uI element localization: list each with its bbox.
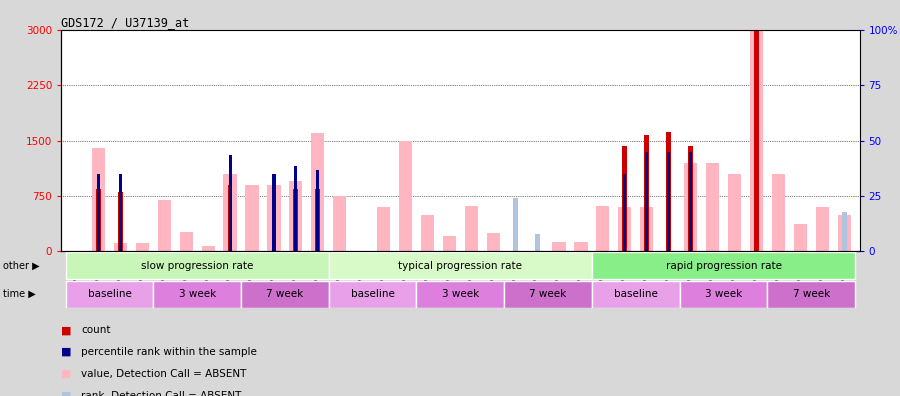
Bar (689, 152, 692, 251)
Text: typical progression rate: typical progression rate (399, 261, 522, 271)
Bar (623, 147, 627, 251)
Bar (158, 200, 171, 251)
Bar (750, 30, 763, 251)
Bar (316, 170, 320, 251)
Bar (838, 215, 850, 251)
Bar (417, 280, 504, 308)
Bar (118, 227, 122, 251)
Bar (377, 207, 391, 251)
Bar (504, 280, 592, 308)
Bar (273, 174, 275, 251)
Bar (728, 174, 741, 251)
Bar (289, 181, 302, 251)
Bar (223, 174, 237, 251)
Bar (842, 211, 847, 251)
Bar (487, 233, 500, 251)
Text: rapid progression rate: rapid progression rate (665, 261, 781, 271)
Bar (118, 192, 122, 251)
Bar (684, 163, 698, 251)
Text: slow progression rate: slow progression rate (141, 261, 254, 271)
Bar (624, 174, 626, 251)
Text: rank, Detection Call = ABSENT: rank, Detection Call = ABSENT (81, 390, 241, 396)
Bar (180, 232, 193, 251)
Bar (645, 152, 648, 251)
Bar (246, 185, 258, 251)
Bar (553, 242, 565, 251)
Bar (666, 132, 671, 251)
Bar (66, 252, 328, 280)
Text: 3 week: 3 week (178, 289, 216, 299)
Bar (153, 280, 241, 308)
Bar (293, 188, 298, 251)
Text: other ▶: other ▶ (3, 261, 40, 271)
Bar (97, 174, 100, 251)
Bar (666, 192, 671, 251)
Text: ■: ■ (61, 390, 72, 396)
Bar (311, 133, 324, 251)
Bar (315, 188, 320, 251)
Bar (228, 185, 232, 251)
Bar (229, 155, 231, 251)
Text: 3 week: 3 week (705, 289, 742, 299)
Text: time ▶: time ▶ (3, 289, 35, 299)
Bar (794, 224, 807, 251)
Bar (644, 135, 649, 251)
Bar (815, 207, 829, 251)
Bar (119, 174, 122, 251)
Bar (772, 174, 785, 251)
Text: value, Detection Call = ABSENT: value, Detection Call = ABSENT (81, 369, 247, 379)
Bar (96, 188, 101, 251)
Text: 7 week: 7 week (266, 289, 303, 299)
Bar (535, 234, 539, 251)
Bar (688, 146, 693, 251)
Bar (592, 280, 680, 308)
Bar (680, 280, 768, 308)
Bar (241, 280, 328, 308)
Text: ■: ■ (61, 325, 72, 335)
Bar (618, 207, 632, 251)
Bar (328, 252, 592, 280)
Bar (399, 141, 412, 251)
Bar (513, 198, 518, 251)
Bar (421, 215, 434, 251)
Text: percentile rank within the sample: percentile rank within the sample (81, 347, 256, 357)
Bar (667, 152, 670, 251)
Bar (294, 166, 297, 251)
Text: 7 week: 7 week (793, 289, 830, 299)
Bar (768, 280, 855, 308)
Text: ■: ■ (61, 369, 72, 379)
Bar (464, 206, 478, 251)
Text: baseline: baseline (351, 289, 394, 299)
Text: ■: ■ (61, 347, 72, 357)
Bar (640, 207, 653, 251)
Bar (574, 242, 588, 251)
Bar (202, 246, 215, 251)
Bar (92, 148, 105, 251)
Bar (136, 243, 149, 251)
Text: 7 week: 7 week (529, 289, 567, 299)
Bar (333, 196, 346, 251)
Bar (597, 206, 609, 251)
Bar (113, 243, 127, 251)
Text: baseline: baseline (87, 289, 131, 299)
Bar (267, 185, 281, 251)
Bar (754, 30, 759, 251)
Bar (272, 188, 276, 251)
Text: baseline: baseline (614, 289, 658, 299)
Bar (592, 252, 855, 280)
Bar (66, 280, 153, 308)
Bar (443, 236, 456, 251)
Text: 3 week: 3 week (442, 289, 479, 299)
Bar (706, 163, 719, 251)
Bar (328, 280, 417, 308)
Text: GDS172 / U37139_at: GDS172 / U37139_at (61, 15, 189, 29)
Text: count: count (81, 325, 111, 335)
